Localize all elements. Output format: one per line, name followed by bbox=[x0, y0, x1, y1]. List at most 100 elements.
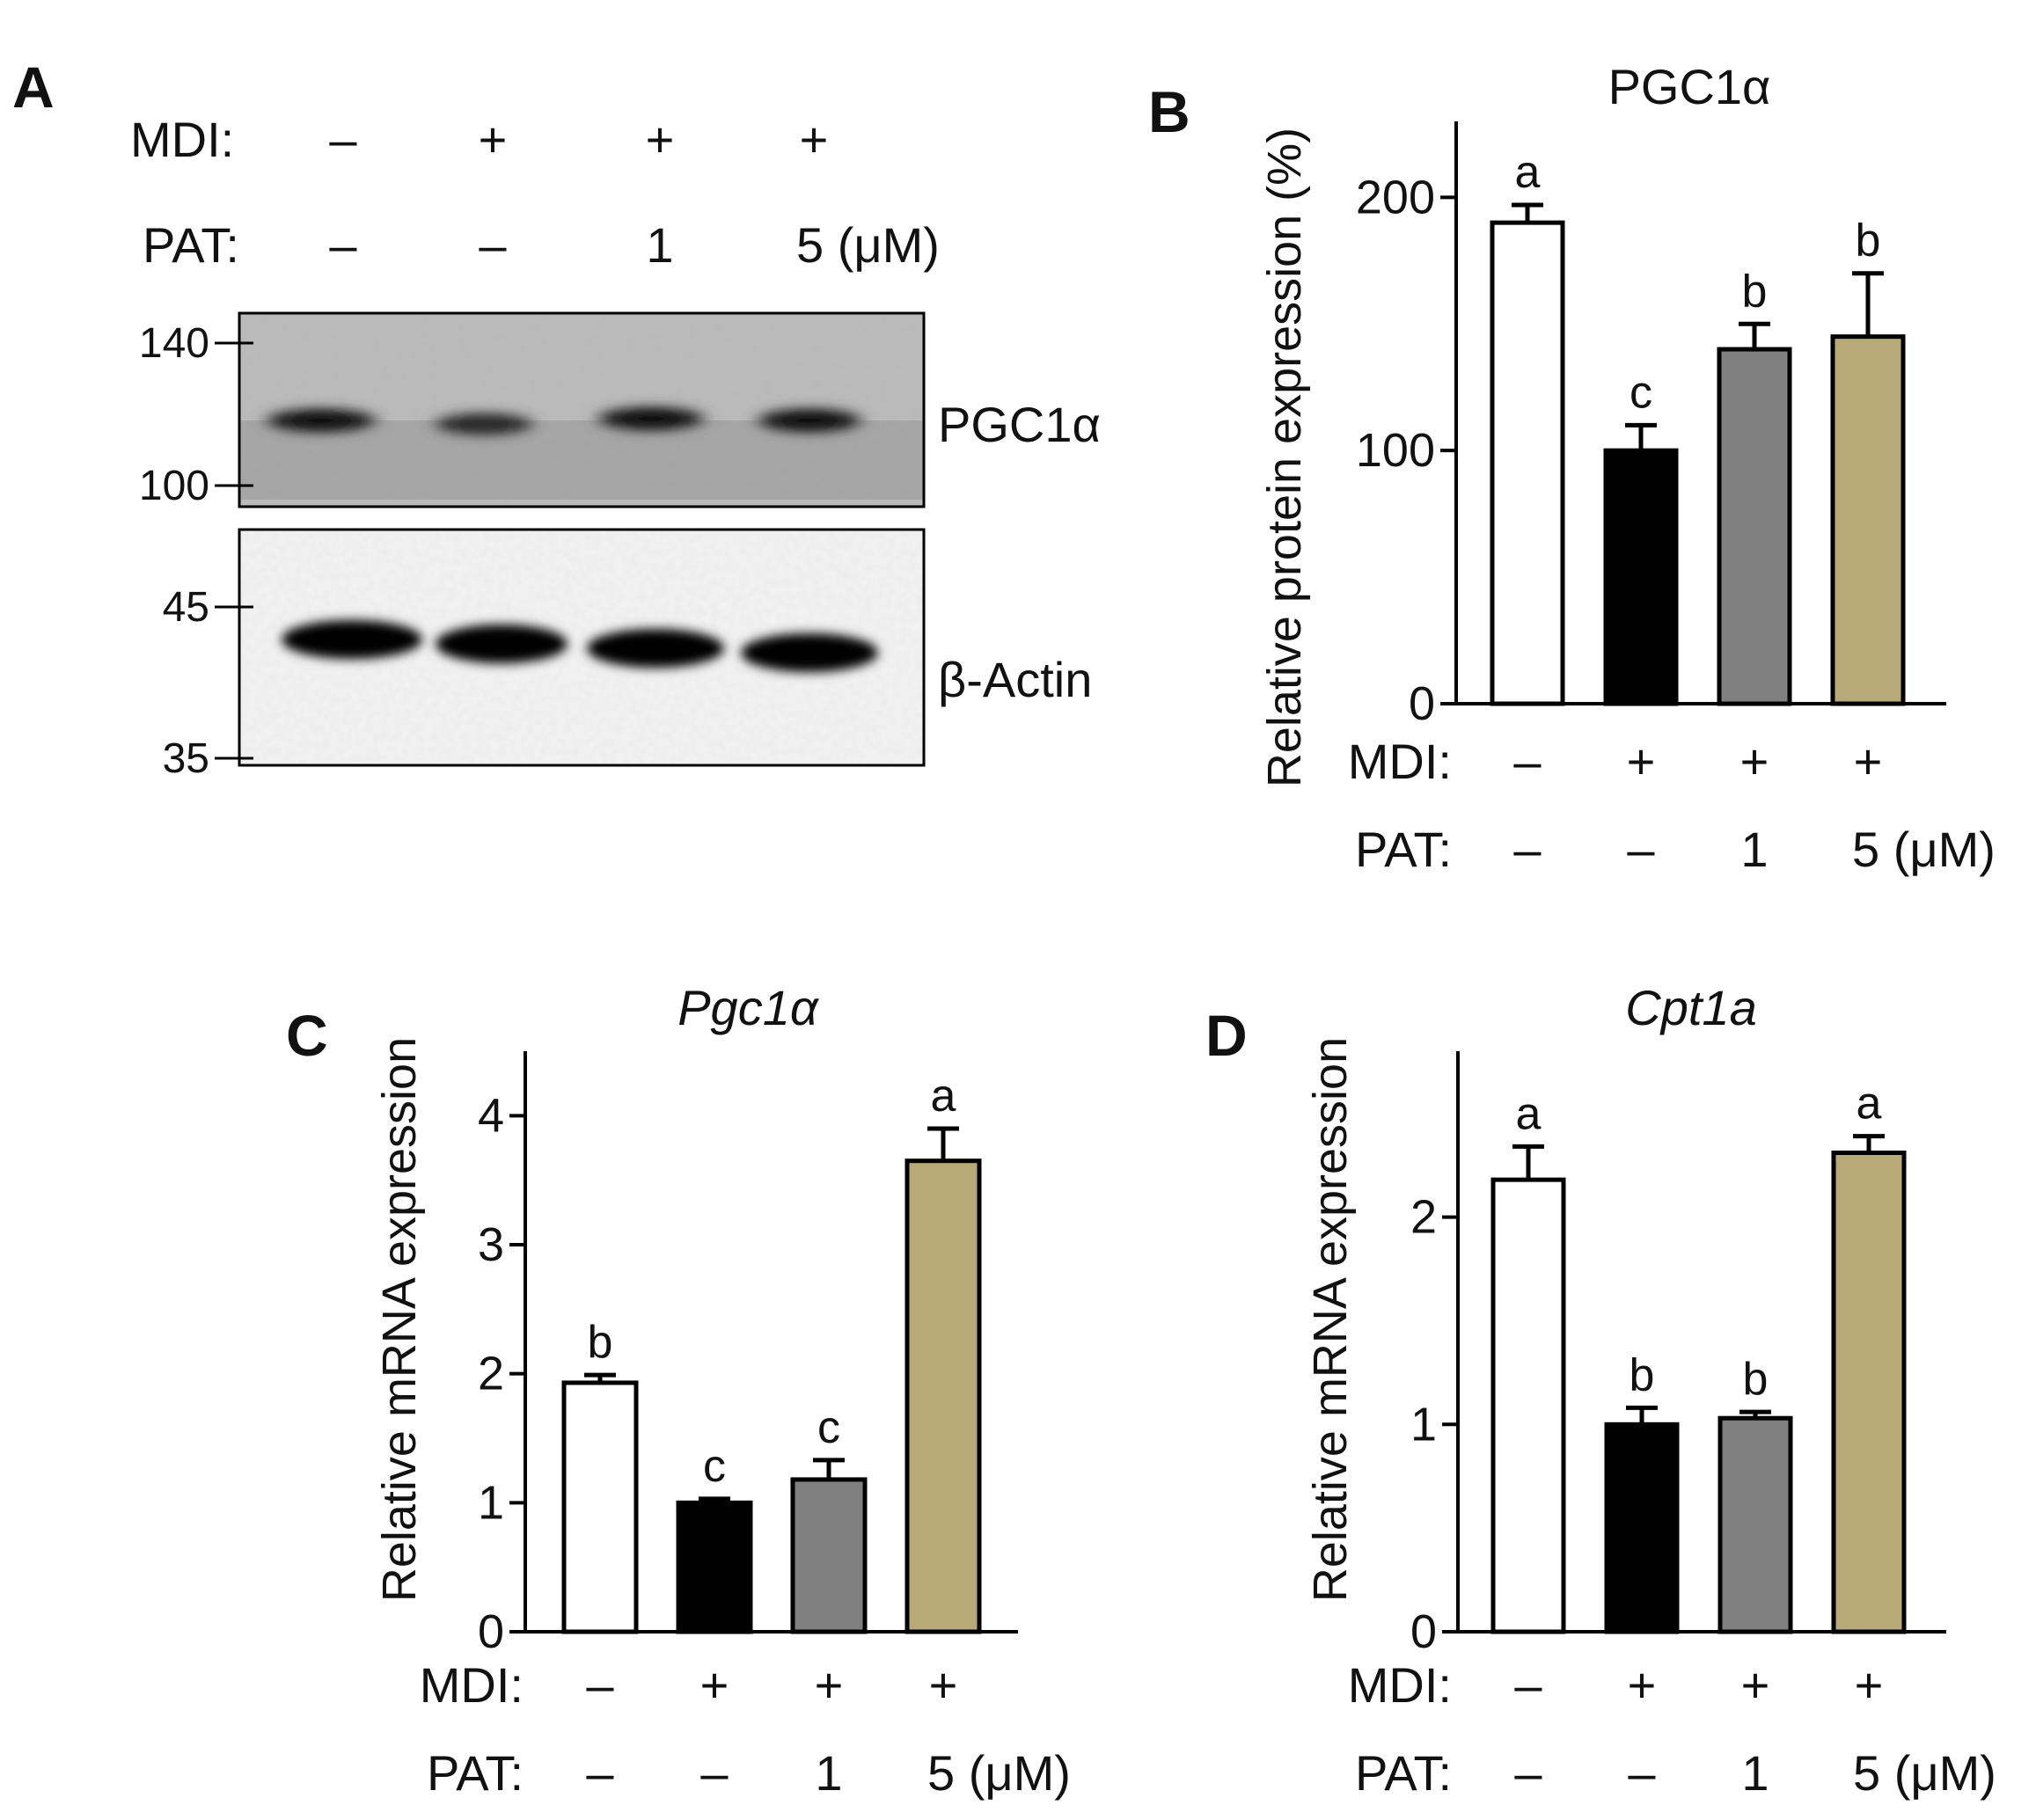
treatment-row-label: MDI: bbox=[1348, 734, 1452, 789]
y-tick-label: 0 bbox=[1410, 1605, 1437, 1658]
blot-band bbox=[587, 629, 724, 668]
bar bbox=[1604, 1422, 1680, 1634]
bar bbox=[790, 1477, 868, 1634]
panel-label: D bbox=[1205, 1003, 1248, 1068]
significance-letter: b bbox=[1630, 1349, 1655, 1400]
pat-value: 5 (μM) bbox=[796, 217, 940, 273]
significance-letter: a bbox=[1516, 1088, 1542, 1139]
y-tick-label: 1 bbox=[1410, 1398, 1437, 1451]
treatment-value: + bbox=[1627, 734, 1656, 789]
significance-letter: b bbox=[588, 1317, 613, 1368]
bar bbox=[1717, 347, 1792, 706]
y-tick-label: 2 bbox=[478, 1348, 504, 1400]
pat-value: – bbox=[479, 217, 507, 273]
treatment-value: – bbox=[1513, 734, 1542, 789]
treatment-value: 1 bbox=[1741, 1745, 1769, 1801]
treatment-value: + bbox=[929, 1657, 958, 1713]
blot-band bbox=[590, 405, 713, 433]
chart-title: Pgc1α bbox=[677, 980, 820, 1035]
y-tick-label: 0 bbox=[478, 1605, 504, 1658]
y-tick-label: 3 bbox=[478, 1218, 504, 1271]
significance-letter: c bbox=[817, 1402, 840, 1453]
significance-letter: c bbox=[1630, 367, 1652, 418]
panel-label: C bbox=[286, 1003, 328, 1068]
bar bbox=[1490, 220, 1565, 706]
blot-band bbox=[282, 620, 422, 659]
significance-letter: a bbox=[1515, 147, 1541, 198]
blot-band bbox=[427, 411, 541, 437]
marker-label: 45 bbox=[163, 584, 209, 631]
bar bbox=[1830, 334, 1906, 706]
treatment-value: – bbox=[1514, 1745, 1542, 1801]
chart-panel-b: B PGC1α Relative protein expression (%) 0 10… bbox=[1148, 59, 1996, 877]
treatment-value: – bbox=[1628, 1745, 1656, 1801]
panel-label: B bbox=[1148, 79, 1190, 144]
chart-title: Cpt1a bbox=[1625, 980, 1756, 1035]
treatment-value: 1 bbox=[1740, 822, 1768, 877]
treatment-value: + bbox=[1740, 734, 1769, 789]
actin-blot bbox=[238, 528, 926, 767]
treatment-value: + bbox=[1741, 1657, 1770, 1713]
treatment-value: + bbox=[1854, 734, 1883, 789]
protein-label-actin: β-Actin bbox=[938, 652, 1092, 707]
mdi-value: + bbox=[646, 112, 675, 167]
significance-letter: b bbox=[1742, 266, 1768, 317]
treatment-value: + bbox=[1628, 1657, 1657, 1713]
treatment-row-label: PAT: bbox=[1355, 822, 1452, 877]
panel-label-a: A bbox=[12, 55, 55, 120]
chart-title: PGC1α bbox=[1608, 59, 1771, 114]
y-tick-label: 4 bbox=[478, 1089, 504, 1142]
treatment-value: 1 bbox=[815, 1745, 842, 1801]
mdi-value: + bbox=[800, 112, 829, 167]
blot-band bbox=[258, 406, 384, 435]
y-tick-label: 2 bbox=[1410, 1191, 1437, 1244]
treatment-value: + bbox=[1855, 1657, 1884, 1713]
treatment-value: – bbox=[1627, 822, 1655, 877]
pat-row-label: PAT: bbox=[143, 217, 239, 273]
blot-band bbox=[741, 633, 878, 672]
bar bbox=[904, 1159, 982, 1634]
treatment-value: – bbox=[700, 1745, 729, 1801]
treatment-row-label: PAT: bbox=[1355, 1745, 1452, 1801]
treatment-value: + bbox=[700, 1657, 729, 1713]
marker-label: 100 bbox=[139, 463, 209, 509]
treatment-value: – bbox=[1513, 822, 1542, 877]
bar bbox=[676, 1500, 753, 1634]
treatment-row-label: MDI: bbox=[1348, 1657, 1452, 1713]
marker-label: 35 bbox=[163, 735, 209, 782]
treatment-value: + bbox=[815, 1657, 844, 1713]
y-tick-label: 0 bbox=[1409, 677, 1435, 730]
treatment-value: – bbox=[1514, 1657, 1542, 1713]
y-tick-label: 100 bbox=[1356, 424, 1435, 477]
panel-a: A MDI: – + + + PAT: – – 1 5 (μM) bbox=[12, 55, 1101, 782]
blot-band bbox=[750, 406, 869, 435]
bar bbox=[1717, 1415, 1793, 1634]
bar bbox=[1831, 1151, 1907, 1634]
treatment-value: 5 (μM) bbox=[927, 1745, 1071, 1801]
significance-letter: c bbox=[703, 1441, 726, 1492]
y-axis-label: Relative mRNA expression bbox=[373, 1037, 426, 1602]
treatment-value: – bbox=[586, 1745, 614, 1801]
y-axis-label: Relative mRNA expression bbox=[1304, 1037, 1357, 1602]
treatment-value: – bbox=[586, 1657, 614, 1713]
bar bbox=[1603, 448, 1679, 706]
significance-letter: a bbox=[1857, 1078, 1882, 1129]
blot-band bbox=[436, 625, 568, 663]
mdi-value: + bbox=[479, 112, 508, 167]
mdi-value: – bbox=[329, 112, 357, 167]
y-tick-label: 200 bbox=[1356, 171, 1435, 223]
mdi-row-label: MDI: bbox=[130, 112, 234, 167]
pat-value: – bbox=[329, 217, 357, 273]
significance-letter: b bbox=[1856, 216, 1881, 267]
pat-value: 1 bbox=[646, 217, 673, 273]
protein-label-pgc1a: PGC1α bbox=[938, 397, 1101, 452]
y-axis-label: Relative protein expression (%) bbox=[1258, 128, 1311, 787]
significance-letter: a bbox=[931, 1071, 956, 1122]
bar bbox=[1490, 1177, 1566, 1634]
significance-letter: b bbox=[1743, 1354, 1769, 1405]
chart-panel-c: C Pgc1α Relative mRNA expression 0 1 2 3 4 b c c a M… bbox=[286, 980, 1071, 1801]
bar bbox=[561, 1380, 639, 1634]
treatment-value: 5 (μM) bbox=[1853, 1745, 1996, 1801]
